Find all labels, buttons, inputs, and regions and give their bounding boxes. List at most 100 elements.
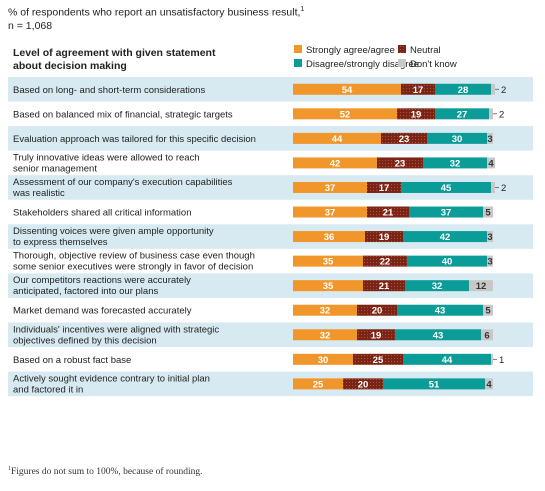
bar-segment-disagree bbox=[405, 280, 469, 292]
data-label-agree: 35 bbox=[323, 281, 334, 292]
bar-segment-agree bbox=[293, 108, 397, 120]
data-label-dontknow: 3 bbox=[487, 134, 492, 145]
data-label-agree: 30 bbox=[318, 355, 329, 366]
legend: Strongly agree/agree Neutral Disagree/stro… bbox=[294, 45, 457, 70]
legend-label-neutral: Neutral bbox=[410, 45, 441, 56]
bar-segment-agree bbox=[293, 329, 357, 341]
data-label-dontknow: 2 bbox=[501, 183, 506, 194]
data-label-agree: 54 bbox=[342, 85, 353, 96]
data-label-disagree: 43 bbox=[433, 330, 444, 341]
data-label-dontknow: 2 bbox=[501, 85, 506, 96]
data-label-agree: 42 bbox=[330, 158, 341, 169]
data-label-dontknow: 5 bbox=[485, 306, 491, 317]
bar-segment-dontknow bbox=[487, 231, 493, 243]
data-label-neutral: 23 bbox=[395, 158, 406, 169]
data-label-disagree: 32 bbox=[432, 281, 443, 292]
legend-label-agree: Strongly agree/agree bbox=[306, 45, 395, 56]
chart-title-line-1: Level of agreement with given statement bbox=[13, 47, 216, 59]
category-label: senior management bbox=[13, 163, 97, 174]
footnote-text: Figures do not sum to 100%, because of r… bbox=[11, 467, 203, 478]
bar-segment-neutral-texture bbox=[343, 378, 383, 390]
bar-segment-dontknow bbox=[481, 329, 493, 341]
bar-segment-neutral-texture bbox=[363, 255, 407, 267]
bar-segment-neutral-texture bbox=[357, 304, 397, 316]
bar-segment-disagree bbox=[423, 157, 487, 169]
bar-segment-dontknow bbox=[487, 132, 493, 144]
data-label-disagree: 51 bbox=[429, 379, 440, 390]
chart-title-line-2: about decision making bbox=[13, 60, 127, 72]
bar-segment-neutral-texture bbox=[367, 181, 401, 193]
data-label-dontknow: 3 bbox=[487, 257, 492, 268]
bar-segment-dontknow bbox=[491, 83, 495, 95]
data-label-neutral: 23 bbox=[399, 134, 410, 145]
data-label-neutral: 19 bbox=[379, 232, 390, 243]
data-label-disagree: 43 bbox=[435, 306, 446, 317]
bar-segment-agree bbox=[293, 181, 367, 193]
bar-segment-disagree bbox=[397, 304, 483, 316]
category-label: Market demand was forecasted accurately bbox=[13, 306, 192, 317]
data-label-agree: 35 bbox=[323, 257, 334, 268]
data-label-disagree: 27 bbox=[457, 109, 468, 120]
data-label-neutral: 20 bbox=[372, 306, 383, 317]
legend-swatch-disagree bbox=[294, 59, 302, 67]
data-label-agree: 37 bbox=[325, 183, 336, 194]
legend-label-disagree: Disagree/strongly disagree bbox=[306, 59, 419, 70]
data-label-agree: 32 bbox=[320, 306, 331, 317]
data-label-dontknow: 5 bbox=[485, 208, 491, 219]
bar-segment-disagree bbox=[427, 132, 487, 144]
data-label-neutral: 21 bbox=[379, 281, 390, 292]
bar-segment-neutral-texture bbox=[363, 280, 405, 292]
category-label: Dissenting voices were given ample oppor… bbox=[13, 226, 214, 237]
data-label-disagree: 40 bbox=[442, 257, 453, 268]
category-label: Truly innovative ideas were allowed to r… bbox=[13, 152, 200, 163]
bar-segment-disagree bbox=[409, 206, 483, 218]
data-label-disagree: 42 bbox=[440, 232, 451, 243]
bar-segment-agree bbox=[293, 83, 401, 95]
bar-segment-neutral-texture bbox=[367, 206, 409, 218]
bar-segment-dontknow bbox=[491, 181, 495, 193]
bar-segment-dontknow bbox=[483, 304, 493, 316]
bar-segment-neutral-texture bbox=[353, 353, 403, 365]
subtitle-text: % of respondents who report an unsatisfa… bbox=[8, 6, 301, 19]
category-label: Individuals' incentives were aligned wit… bbox=[13, 324, 219, 335]
category-label: objectives defined by this decision bbox=[13, 335, 157, 346]
data-label-agree: 44 bbox=[332, 134, 343, 145]
bar-segment-disagree bbox=[435, 83, 491, 95]
bar-segment-agree bbox=[293, 353, 353, 365]
legend-label-dontknow: Don't know bbox=[410, 59, 457, 70]
category-label: Based on balanced mix of financial, stra… bbox=[13, 109, 233, 120]
category-label: Thorough, objective review of business c… bbox=[13, 251, 255, 262]
bar-segment-dontknow bbox=[491, 353, 493, 365]
data-label-disagree: 37 bbox=[441, 208, 452, 219]
bar-segment-dontknow bbox=[469, 280, 493, 292]
bar-segment-neutral-texture bbox=[397, 108, 435, 120]
chart-rows: Based on long- and short-term considerat… bbox=[8, 77, 533, 397]
bar-segment-disagree bbox=[401, 181, 491, 193]
bar-segment-neutral-texture bbox=[357, 329, 395, 341]
data-label-neutral: 25 bbox=[373, 355, 384, 366]
data-label-agree: 36 bbox=[324, 232, 335, 243]
bar-segment-dontknow bbox=[487, 157, 495, 169]
category-label: Evaluation approach was tailored for thi… bbox=[13, 134, 256, 145]
category-label: anticipated, factored into our plans bbox=[13, 286, 158, 297]
data-label-neutral: 17 bbox=[379, 183, 390, 194]
bar-segment-disagree bbox=[403, 353, 491, 365]
category-label: some senior executives were strongly in … bbox=[13, 262, 253, 273]
category-label: was realistic bbox=[12, 188, 65, 199]
bar-segment-dontknow bbox=[487, 255, 493, 267]
category-label: Actively sought evidence contrary to ini… bbox=[13, 373, 210, 384]
bar-segment-agree bbox=[293, 255, 363, 267]
bar-segment-dontknow bbox=[489, 108, 493, 120]
bar-segment-disagree bbox=[395, 329, 481, 341]
bar-segment-agree bbox=[293, 157, 377, 169]
legend-swatch-neutral-texture bbox=[398, 45, 406, 53]
category-label: Assessment of our company's execution ca… bbox=[13, 177, 233, 188]
bar-segment-agree bbox=[293, 132, 381, 144]
data-label-dontknow: 6 bbox=[484, 330, 489, 341]
bar-segment-agree bbox=[293, 280, 363, 292]
bar-segment-neutral-texture bbox=[377, 157, 423, 169]
stacked-bar-chart: Level of agreement with given statement … bbox=[8, 45, 533, 397]
data-label-disagree: 44 bbox=[442, 355, 453, 366]
bar-segment-disagree bbox=[435, 108, 489, 120]
data-label-neutral: 20 bbox=[358, 379, 369, 390]
